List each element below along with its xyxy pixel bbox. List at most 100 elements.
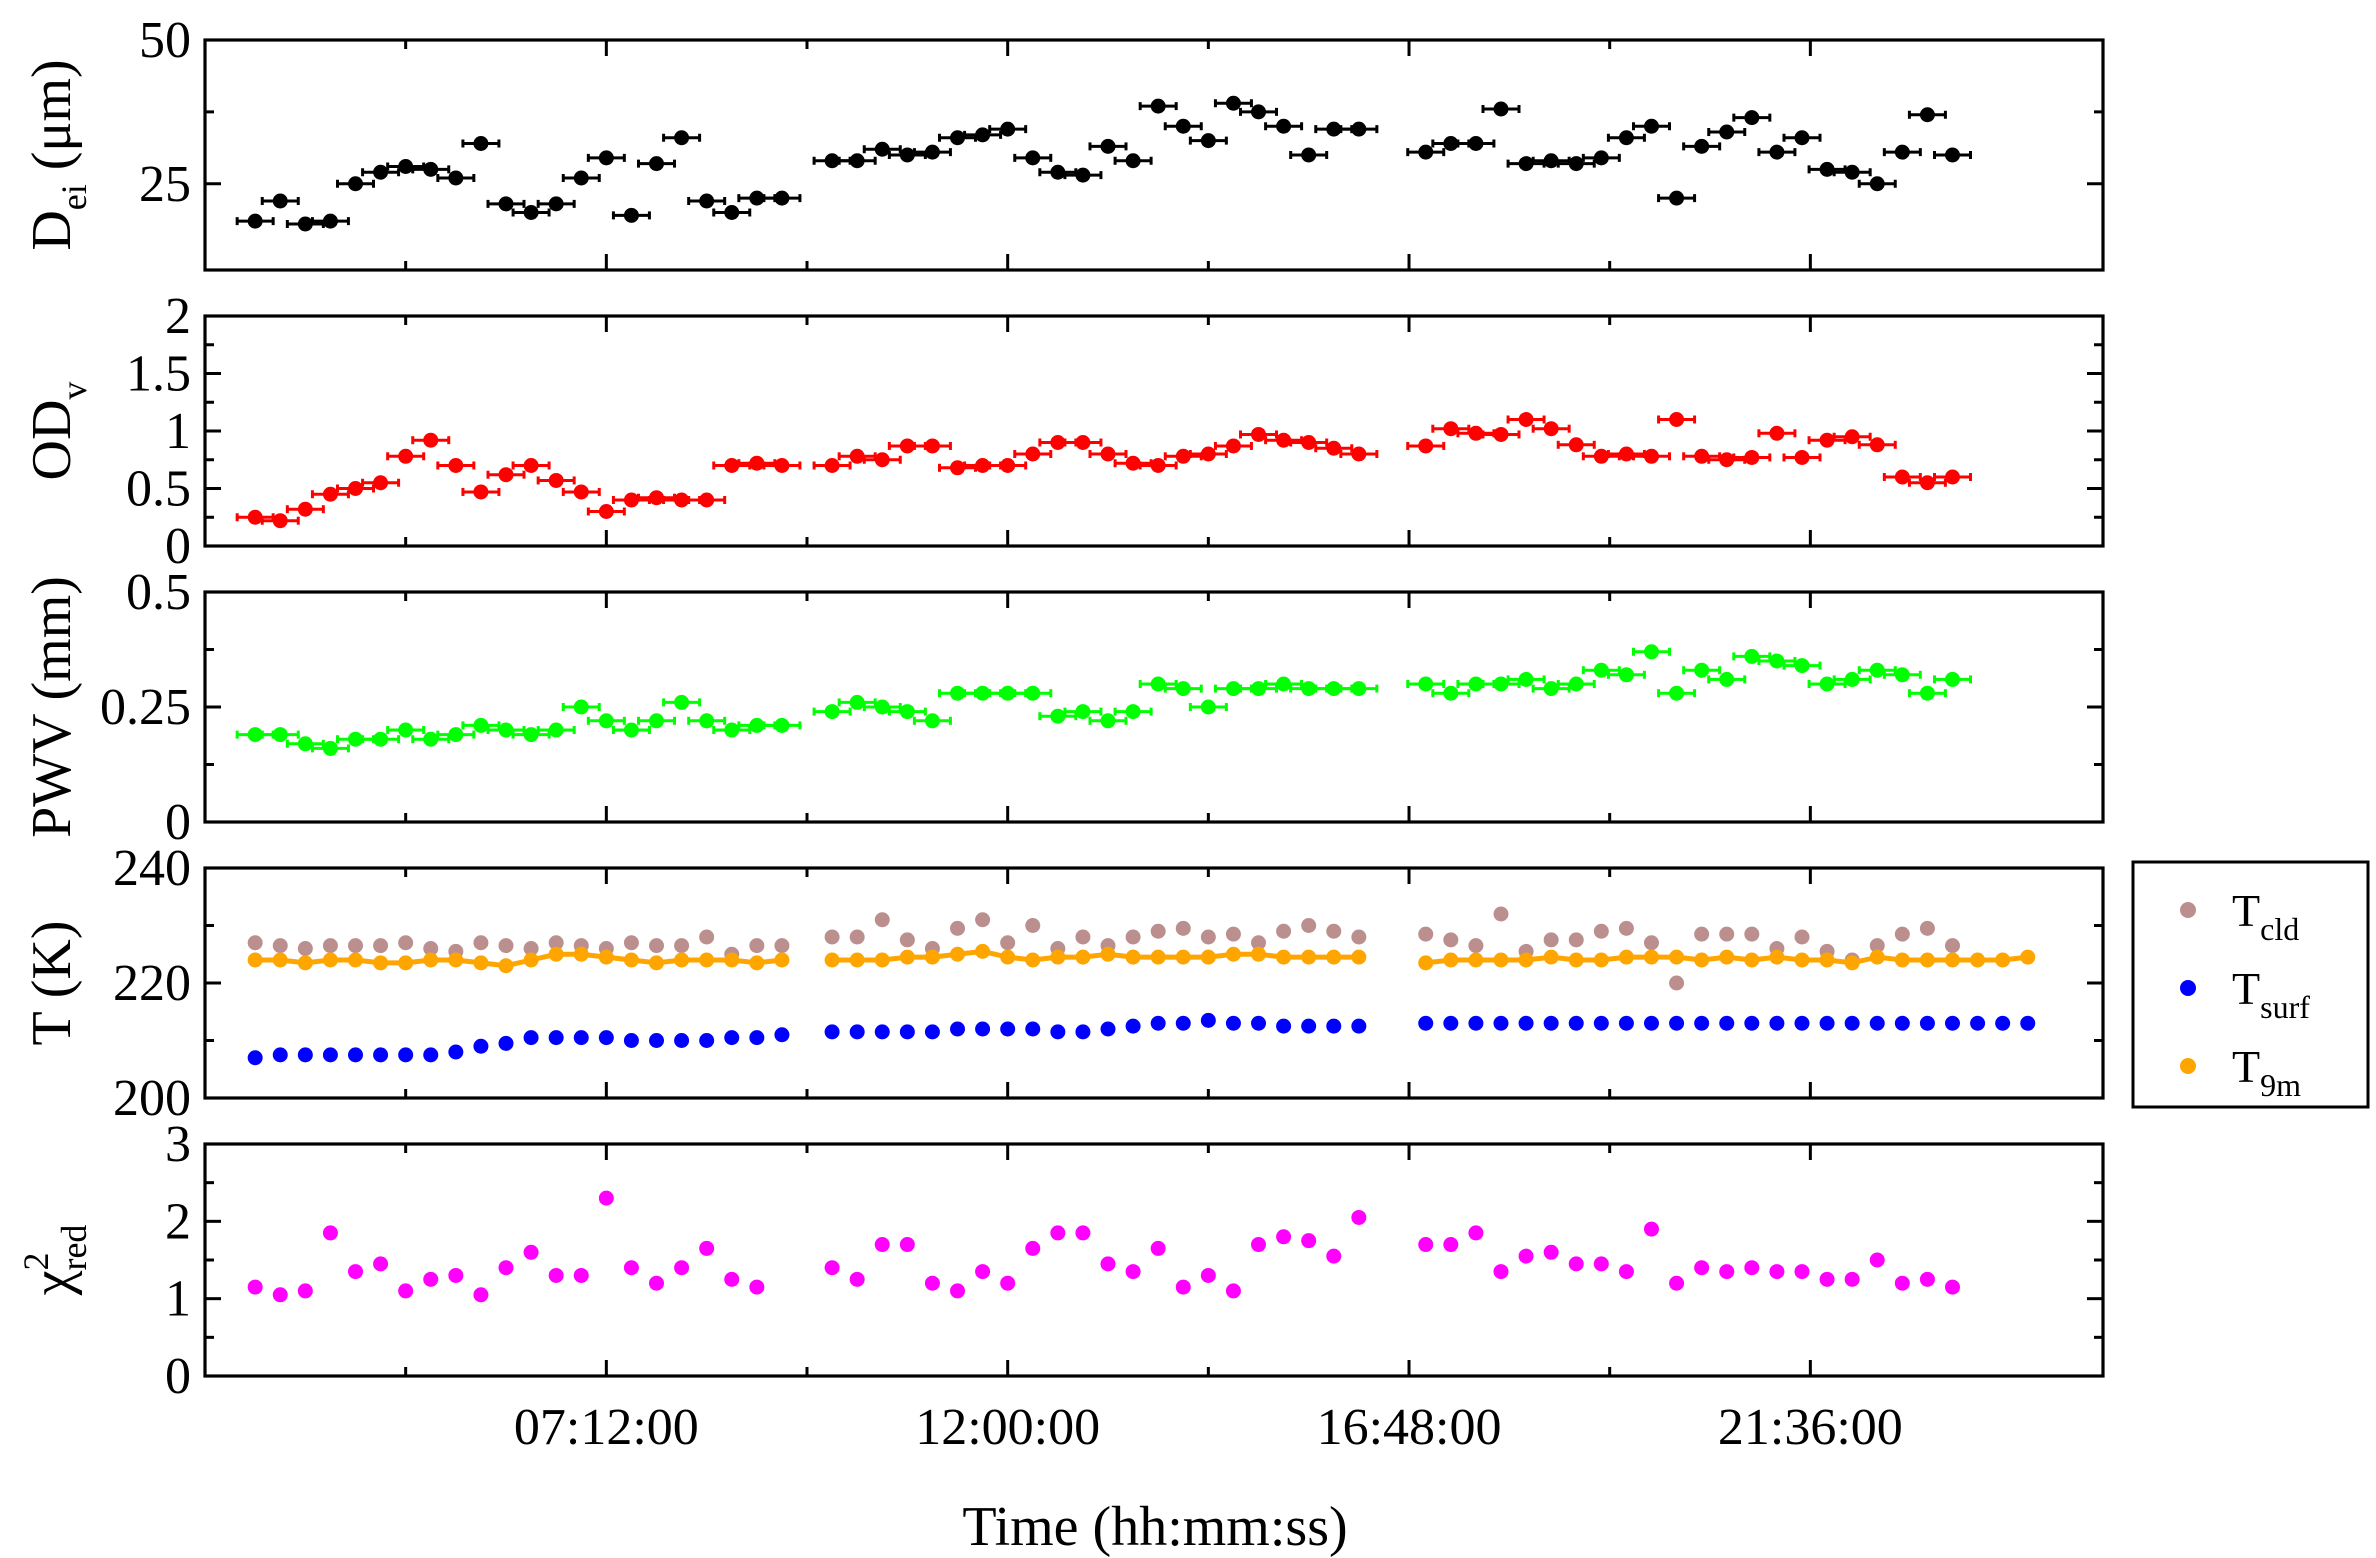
data-point bbox=[1518, 952, 1534, 968]
data-point bbox=[297, 736, 313, 752]
data-point bbox=[1769, 425, 1785, 441]
data-point bbox=[874, 912, 890, 928]
data-point bbox=[1418, 926, 1434, 942]
data-point bbox=[473, 1038, 489, 1054]
data-point bbox=[1719, 949, 1735, 965]
data-point bbox=[1301, 681, 1317, 697]
data-point bbox=[1200, 699, 1216, 715]
data-point bbox=[1200, 133, 1216, 149]
y-tick-label: 1 bbox=[165, 1271, 191, 1328]
data-point bbox=[1075, 949, 1091, 965]
data-point bbox=[1744, 952, 1760, 968]
y-axis-title: Dei (μm) bbox=[21, 59, 94, 250]
data-point bbox=[1518, 412, 1534, 427]
data-point bbox=[724, 952, 740, 968]
data-point bbox=[1150, 1015, 1166, 1031]
data-point bbox=[1944, 1279, 1960, 1295]
data-point bbox=[1326, 440, 1342, 456]
data-point bbox=[1869, 176, 1885, 192]
legend-marker bbox=[2180, 1058, 2196, 1074]
data-point bbox=[1418, 144, 1434, 160]
data-point bbox=[1593, 1256, 1609, 1272]
data-point bbox=[1443, 1015, 1459, 1031]
data-point bbox=[724, 722, 740, 738]
data-point bbox=[1719, 124, 1735, 140]
data-point bbox=[649, 1275, 665, 1291]
data-point bbox=[1025, 446, 1041, 462]
y-axis-title: χ2red bbox=[16, 1225, 94, 1297]
data-point bbox=[423, 941, 439, 956]
series-PWV bbox=[235, 644, 1972, 756]
data-point bbox=[1301, 949, 1317, 965]
data-point bbox=[824, 704, 840, 720]
data-point bbox=[573, 1267, 589, 1283]
data-point bbox=[398, 722, 414, 738]
data-point bbox=[1025, 952, 1041, 968]
data-point bbox=[1794, 929, 1810, 945]
data-point bbox=[1000, 935, 1016, 951]
data-point bbox=[724, 1030, 740, 1046]
data-point bbox=[247, 952, 263, 968]
data-point bbox=[623, 935, 639, 951]
data-point bbox=[674, 952, 690, 968]
panel-frame bbox=[203, 314, 2105, 548]
data-point bbox=[348, 731, 364, 747]
data-point bbox=[1794, 130, 1810, 146]
data-point bbox=[749, 938, 765, 954]
legend-label: T9m bbox=[2232, 1041, 2301, 1103]
data-point bbox=[749, 1279, 765, 1295]
data-point bbox=[1301, 1233, 1317, 1249]
data-point bbox=[1075, 435, 1091, 450]
series-ODv bbox=[235, 412, 1972, 529]
data-point bbox=[247, 1050, 263, 1066]
data-point bbox=[674, 130, 690, 146]
data-point bbox=[1418, 1015, 1434, 1031]
data-point bbox=[1200, 949, 1216, 965]
data-point bbox=[1025, 685, 1041, 701]
data-point bbox=[1225, 1283, 1241, 1299]
data-point bbox=[573, 1030, 589, 1046]
data-point bbox=[1326, 121, 1342, 137]
data-point bbox=[1075, 167, 1091, 183]
data-point bbox=[1919, 920, 1935, 936]
data-point bbox=[1251, 935, 1267, 951]
data-point bbox=[247, 935, 263, 951]
data-point bbox=[598, 150, 614, 166]
data-point bbox=[1301, 147, 1317, 163]
data-point bbox=[1744, 1015, 1760, 1031]
series-T9m bbox=[247, 943, 2036, 974]
data-point bbox=[950, 946, 966, 962]
data-point bbox=[1493, 676, 1509, 692]
data-point bbox=[1251, 104, 1267, 120]
data-point bbox=[1719, 926, 1735, 942]
data-point bbox=[1769, 1015, 1785, 1031]
data-point bbox=[1000, 949, 1016, 965]
data-point bbox=[2020, 1015, 2036, 1031]
data-point bbox=[1150, 923, 1166, 939]
data-point bbox=[297, 501, 313, 517]
data-point bbox=[548, 1030, 564, 1046]
y-tick-label: 0.5 bbox=[126, 564, 191, 621]
panel-temp: 200 220 240 T (K) Tcld Tsurf T9m bbox=[21, 840, 2370, 1127]
series-Tsurf bbox=[247, 1012, 2036, 1066]
data-point bbox=[1669, 685, 1685, 701]
data-point bbox=[649, 1033, 665, 1048]
data-point bbox=[1944, 671, 1960, 687]
data-point bbox=[1894, 1015, 1910, 1031]
data-point bbox=[598, 1190, 614, 1206]
data-point bbox=[1669, 949, 1685, 965]
data-point bbox=[1869, 437, 1885, 453]
data-point bbox=[1050, 949, 1066, 965]
data-point bbox=[1593, 952, 1609, 968]
data-point bbox=[1995, 1015, 2011, 1031]
data-point bbox=[1175, 118, 1191, 134]
data-point bbox=[924, 438, 940, 454]
data-point bbox=[724, 1271, 740, 1287]
data-point bbox=[1744, 648, 1760, 664]
data-point bbox=[1844, 429, 1860, 445]
data-point bbox=[1443, 932, 1459, 948]
data-point bbox=[824, 952, 840, 968]
data-point bbox=[1694, 1260, 1710, 1276]
data-point bbox=[573, 699, 589, 715]
data-point bbox=[1050, 164, 1066, 180]
